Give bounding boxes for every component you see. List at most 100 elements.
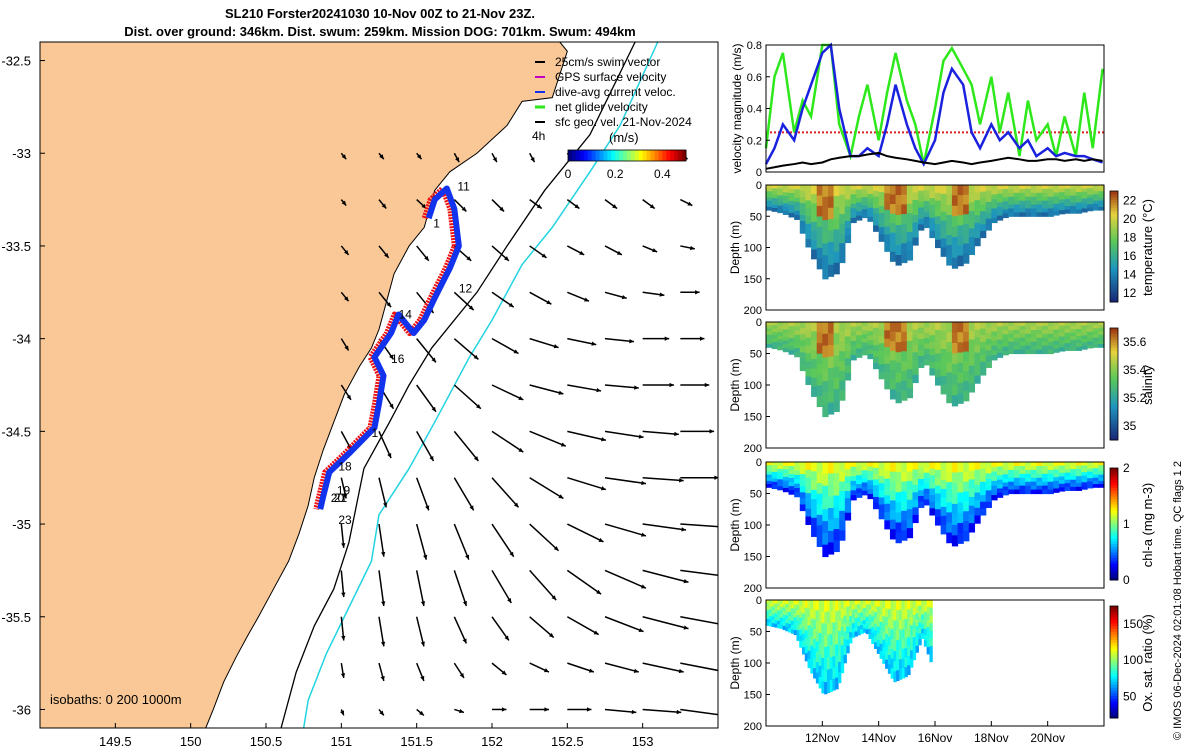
profile-cell [1053,207,1060,212]
profile-cell [1064,325,1071,330]
colorbar-segment [662,150,667,161]
profile-cell [832,622,836,635]
profile-cell [1008,329,1015,335]
profile-cell [811,499,818,510]
profile-cell [818,654,822,667]
profile-cell [861,197,868,202]
profile-cell [901,609,906,621]
profile-colorbar-segment [1110,406,1118,410]
profile-cell [873,322,880,329]
profile-cell [1019,485,1026,491]
current-vector [567,430,607,441]
profile-cell [821,600,825,613]
profile-cell [871,632,875,639]
profile-cell [790,624,795,630]
profile-cell [991,462,998,468]
profile-cell [935,239,942,249]
profile-cell [856,211,863,217]
profile-colorbar-segment [1110,656,1118,660]
profile-cell [793,617,798,623]
current-vector [604,337,635,343]
profile-cell [1075,483,1083,488]
current-vector-head [513,502,519,508]
profile-cell [946,225,953,236]
profile-colorbar-segment [1110,557,1118,561]
profile-cell [906,331,914,342]
profile-cell [1019,204,1026,210]
profile-cell [788,615,792,621]
profile-cell [839,530,846,541]
profile-cell [1087,344,1094,349]
current-vector-head [476,404,481,409]
current-vector-head [679,478,684,483]
current-vector [529,337,559,349]
profile-cell [885,608,889,618]
profile-cell [974,329,981,338]
profile-cell [980,481,987,490]
profile-cell [923,190,930,197]
current-vector [415,616,425,647]
profile-cell [822,544,829,558]
profile-cell [822,231,829,245]
profile-cell [1092,322,1099,326]
profile-cell [1002,205,1009,210]
current-vector [453,338,479,360]
profile-cell [1047,322,1054,327]
current-vector [491,523,515,558]
profile-colorbar-tick-label: 35.4 [1123,363,1147,377]
profile-cell [1064,332,1071,337]
current-vector [491,616,510,641]
profile-cell [821,634,825,648]
profile-cell [827,333,835,346]
profile-cell [1002,490,1009,496]
profile-cell [889,462,897,473]
profile-cell [906,528,914,539]
profile-cell [980,211,987,219]
profile-cell [1075,322,1083,327]
profile-cell [816,472,823,484]
profile-cell [918,490,925,497]
current-vector-head [344,345,349,351]
profile-cell [873,196,880,203]
profile-cell [901,648,906,660]
profile-cell [898,669,903,680]
profile-cell [910,625,914,635]
profile-cell [843,631,847,640]
profile-cell [901,530,908,541]
profile-cell [951,226,959,238]
profile-cell [1098,334,1105,339]
current-vector [567,662,595,673]
profile-cell [887,654,892,665]
profile-cell [816,525,823,537]
profile-cell [850,217,857,224]
profile-cell [771,198,778,203]
current-vector-head [689,245,695,251]
profile-cell [882,639,886,649]
current-vector-head [641,532,646,537]
profile-cell [1064,329,1071,334]
colorbar-segment [682,150,687,161]
profile-cell [1030,485,1037,491]
current-vector [378,477,387,508]
track-day-label: 12 [459,281,473,295]
profile-cell [1036,469,1043,475]
profile-colorbar-segment [1110,501,1118,505]
profile-cell [777,603,781,608]
profile-cell [901,471,908,483]
profile-colorbar-tick-label: 16 [1123,249,1137,263]
current-vector-head [546,300,552,305]
profile-cell [1087,188,1094,193]
profile-cell [813,658,817,669]
profile-cell [1064,202,1071,207]
profile-cell [840,618,845,628]
profile-cell [860,629,864,635]
profile-cell [822,243,829,256]
profile-cell [957,225,964,236]
current-vector [415,477,430,511]
profile-cell [826,623,831,636]
profile-cell [1036,325,1043,331]
profile-cell [940,229,947,240]
profile-cell [829,611,834,624]
current-vector-head [616,250,622,255]
profile-cell [862,612,867,617]
